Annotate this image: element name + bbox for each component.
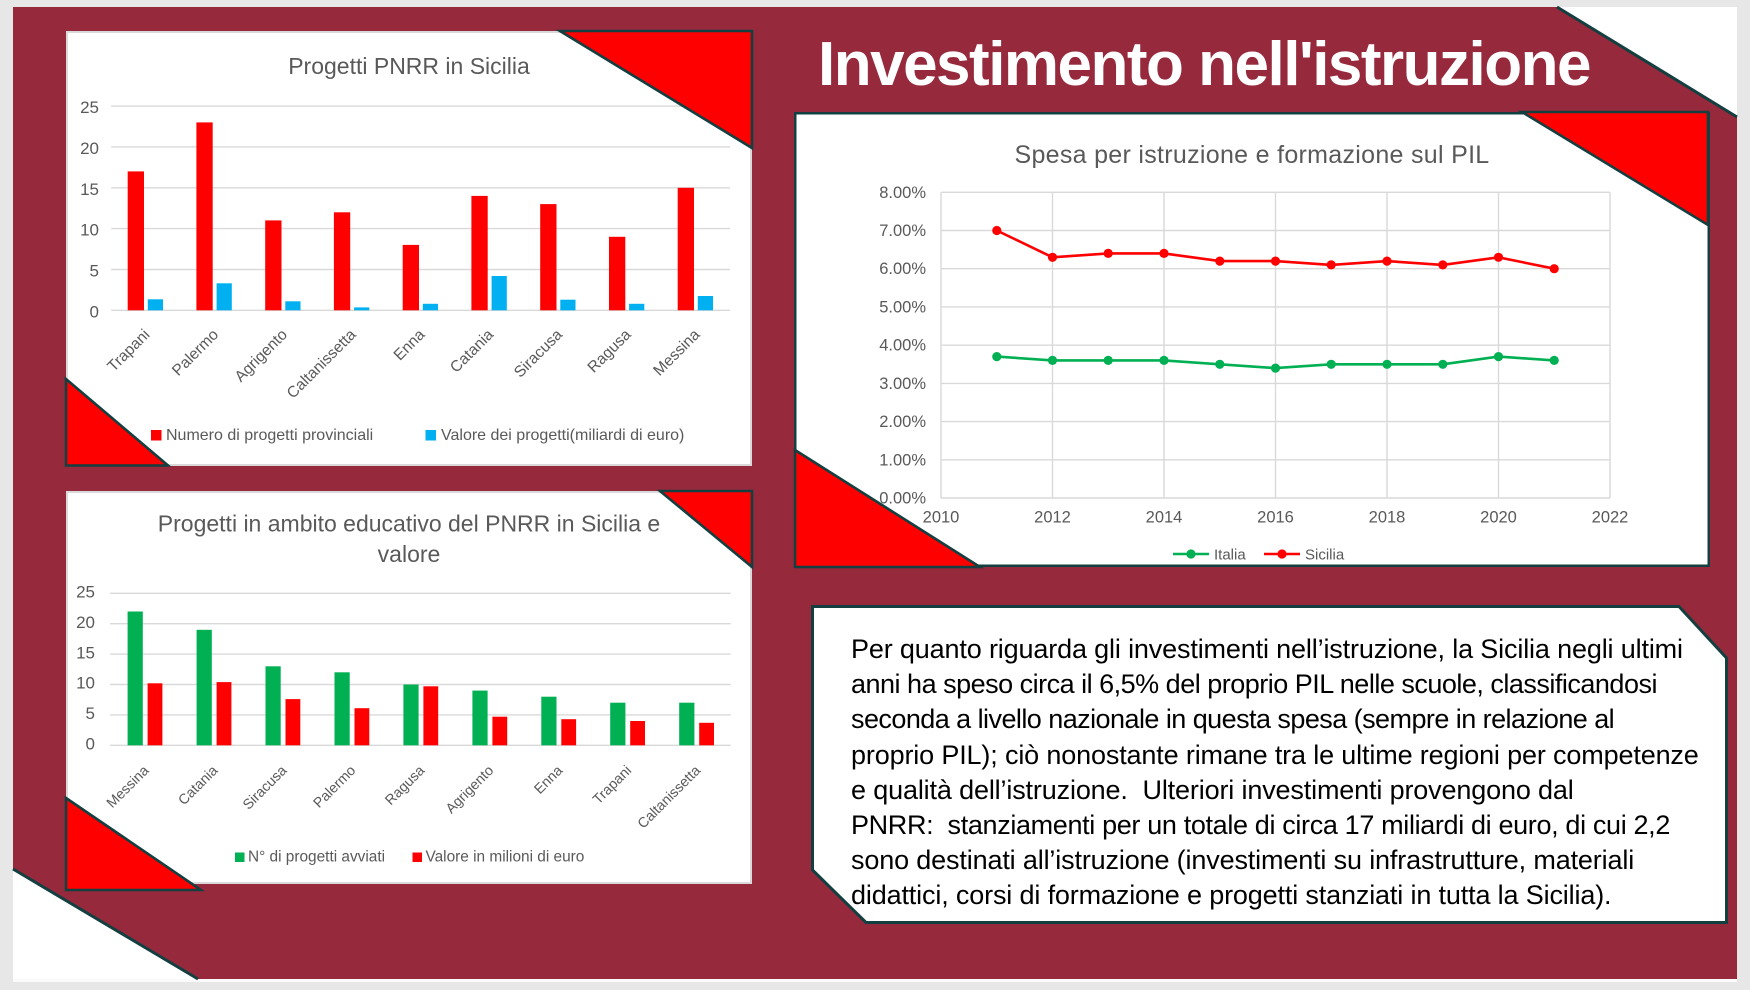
svg-text:25: 25 — [76, 583, 95, 602]
svg-text:2.00%: 2.00% — [879, 413, 926, 431]
svg-text:N° di progetti avviati: N° di progetti avviati — [248, 849, 385, 866]
svg-text:2010: 2010 — [923, 509, 960, 527]
svg-text:2018: 2018 — [1369, 509, 1406, 527]
svg-text:3.00%: 3.00% — [879, 375, 926, 393]
svg-text:Progetti PNRR in Sicilia: Progetti PNRR in Sicilia — [288, 53, 530, 79]
svg-text:20: 20 — [80, 139, 99, 158]
svg-text:valore: valore — [378, 541, 441, 567]
svg-text:4.00%: 4.00% — [879, 337, 926, 355]
svg-text:1.00%: 1.00% — [879, 451, 926, 469]
svg-text:Sicilia: Sicilia — [1305, 547, 1345, 564]
svg-text:2012: 2012 — [1034, 509, 1071, 527]
svg-text:0: 0 — [86, 735, 95, 754]
svg-text:Spesa per istruzione e formazi: Spesa per istruzione e formazione sul PI… — [1014, 141, 1489, 169]
svg-text:Valore in milioni di euro: Valore in milioni di euro — [426, 849, 585, 866]
svg-text:7.00%: 7.00% — [879, 222, 926, 240]
svg-text:Valore dei progetti(miliardi d: Valore dei progetti(miliardi di euro) — [441, 427, 684, 444]
svg-text:10: 10 — [76, 674, 95, 693]
svg-text:15: 15 — [76, 643, 95, 662]
svg-text:15: 15 — [80, 180, 99, 199]
svg-text:2022: 2022 — [1592, 509, 1629, 527]
svg-text:Italia: Italia — [1214, 547, 1246, 564]
svg-text:0: 0 — [90, 302, 99, 321]
svg-text:25: 25 — [80, 98, 99, 117]
svg-text:2020: 2020 — [1480, 509, 1517, 527]
svg-text:5: 5 — [90, 262, 99, 281]
svg-text:Numero di progetti provinciali: Numero di progetti provinciali — [166, 427, 373, 444]
svg-text:6.00%: 6.00% — [879, 260, 926, 278]
svg-text:Progetti in ambito educativo d: Progetti in ambito educativo del PNRR in… — [158, 511, 660, 537]
svg-text:2016: 2016 — [1257, 509, 1294, 527]
svg-text:5: 5 — [86, 704, 95, 723]
svg-text:20: 20 — [76, 613, 95, 632]
svg-text:5.00%: 5.00% — [879, 298, 926, 316]
svg-text:2014: 2014 — [1146, 509, 1183, 527]
svg-text:8.00%: 8.00% — [879, 184, 926, 202]
svg-text:10: 10 — [80, 221, 99, 240]
svg-text:0.00%: 0.00% — [879, 490, 926, 508]
